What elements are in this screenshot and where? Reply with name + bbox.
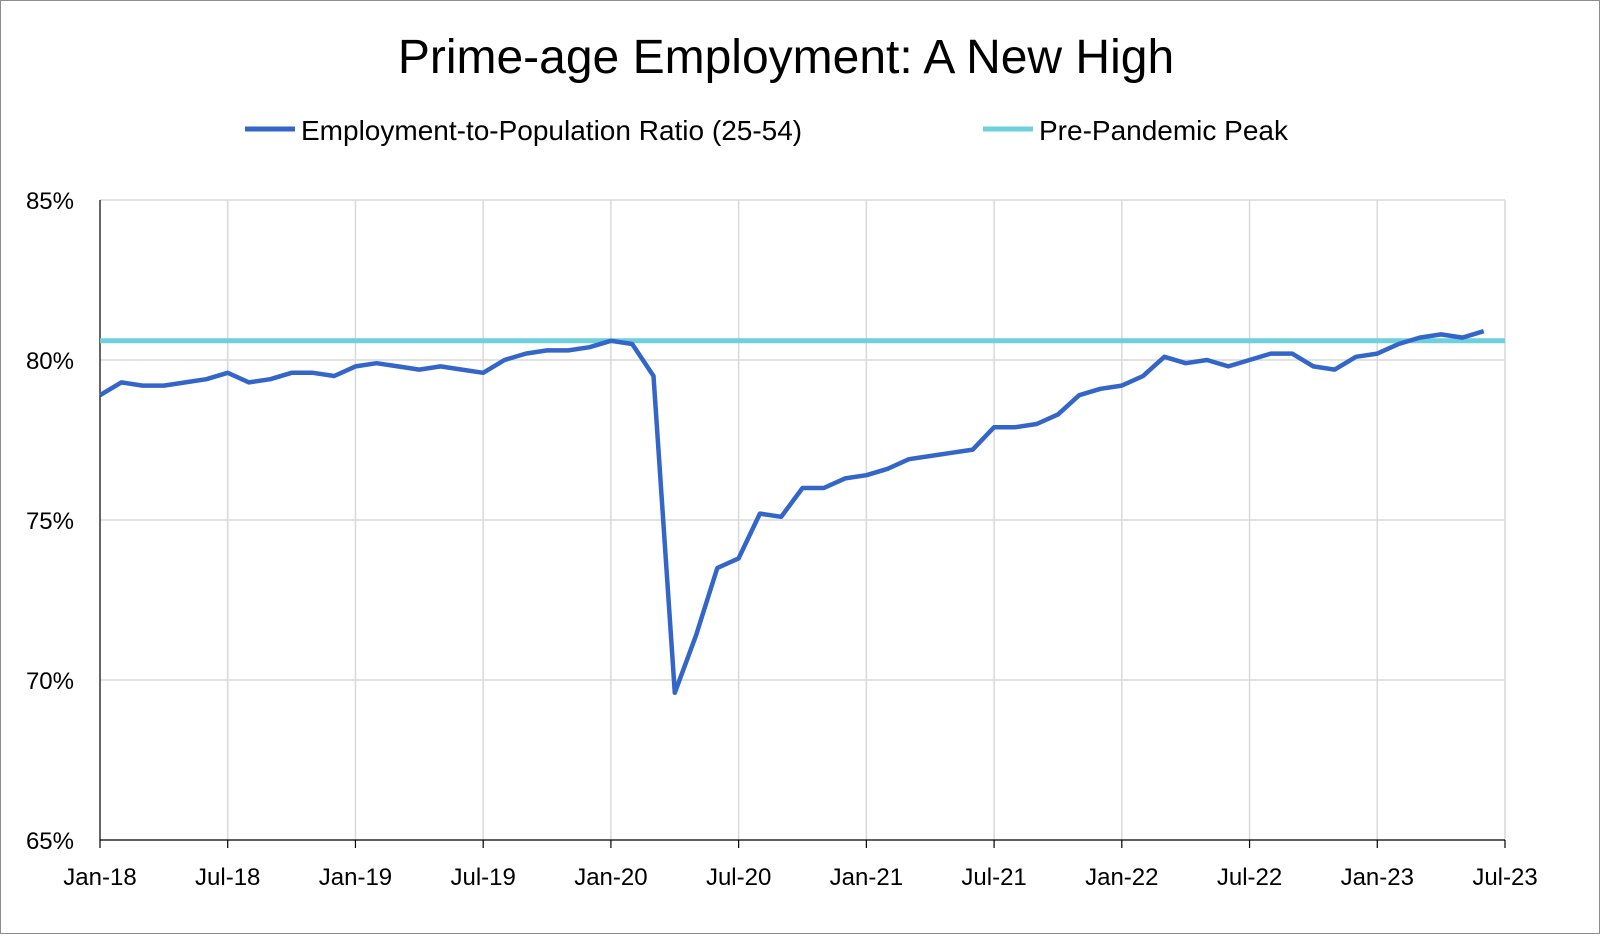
legend: Employment-to-Population Ratio (25-54) P… xyxy=(245,115,1289,146)
x-tick-label: Jan-20 xyxy=(574,864,647,891)
series xyxy=(100,331,1505,693)
y-axis-labels: 65% 70% 75% 80% 85% xyxy=(26,188,74,855)
x-tick-label: Jan-22 xyxy=(1085,864,1158,891)
y-tick-label: 70% xyxy=(26,668,74,695)
axes xyxy=(100,200,1505,848)
x-axis-labels: Jan-18 Jul-18 Jan-19 Jul-19 Jan-20 Jul-20 Jan-… xyxy=(63,864,1537,891)
epop-series-line xyxy=(100,331,1484,693)
x-tick-label: Jan-19 xyxy=(319,864,392,891)
y-tick-label: 80% xyxy=(26,348,74,375)
x-tick-label: Jul-23 xyxy=(1472,864,1537,891)
x-tick-label: Jul-18 xyxy=(195,864,260,891)
x-tick-label: Jan-23 xyxy=(1341,864,1414,891)
y-tick-label: 65% xyxy=(26,828,74,855)
gridlines xyxy=(100,200,1505,840)
y-tick-label: 85% xyxy=(26,188,74,215)
legend-label-peak: Pre-Pandemic Peak xyxy=(1039,115,1289,146)
x-tick-label: Jul-21 xyxy=(961,864,1026,891)
x-tick-label: Jan-18 xyxy=(63,864,136,891)
x-tick-label: Jul-22 xyxy=(1217,864,1282,891)
x-tick-label: Jul-19 xyxy=(450,864,515,891)
x-tick-label: Jan-21 xyxy=(830,864,903,891)
chart-title: Prime-age Employment: A New High xyxy=(398,31,1174,84)
y-tick-label: 75% xyxy=(26,508,74,535)
x-tick-label: Jul-20 xyxy=(706,864,771,891)
legend-label-epop: Employment-to-Population Ratio (25-54) xyxy=(301,115,802,146)
